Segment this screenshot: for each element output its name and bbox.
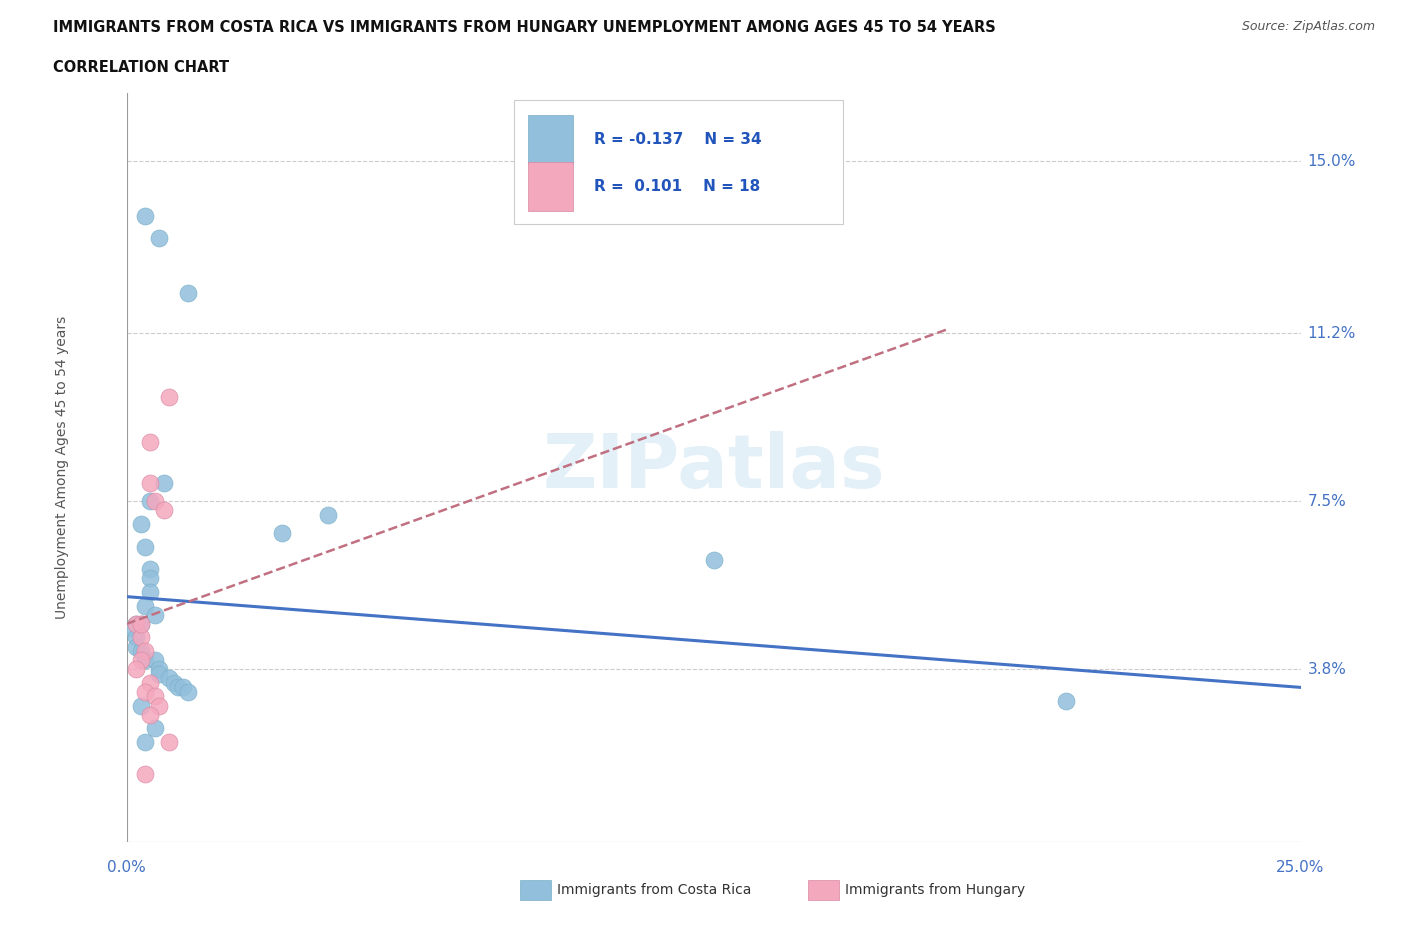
Point [702,553,725,568]
Point [139,585,162,600]
Text: IMMIGRANTS FROM COSTA RICA VS IMMIGRANTS FROM HUNGARY UNEMPLOYMENT AMONG AGES 45: IMMIGRANTS FROM COSTA RICA VS IMMIGRANTS… [53,20,997,35]
Point [157,735,180,750]
Text: Immigrants from Costa Rica: Immigrants from Costa Rica [557,883,751,897]
Text: 11.2%: 11.2% [1308,326,1355,341]
Point [120,621,142,636]
Text: 0.0%: 0.0% [107,860,146,875]
Text: R =  0.101    N = 18: R = 0.101 N = 18 [593,179,761,193]
Point [139,562,162,577]
Point [134,735,156,750]
Point [148,231,170,246]
Point [134,766,156,781]
Point [134,539,156,554]
Point [153,476,176,491]
Point [148,666,170,681]
Text: 7.5%: 7.5% [1308,494,1347,509]
Text: 25.0%: 25.0% [1277,860,1324,875]
Point [125,639,148,654]
Point [134,598,156,613]
Text: Unemployment Among Ages 45 to 54 years: Unemployment Among Ages 45 to 54 years [55,315,69,619]
Point [125,662,148,677]
Point [162,675,184,690]
Point [143,607,166,622]
Point [125,617,148,631]
Point [129,653,152,668]
Text: 15.0%: 15.0% [1308,153,1355,168]
Point [139,494,162,509]
Point [139,675,162,690]
Point [176,286,198,300]
Point [125,630,148,644]
Point [143,689,166,704]
Point [129,617,152,631]
Point [167,680,190,695]
Point [129,698,152,713]
Text: ZIPatlas: ZIPatlas [543,431,884,504]
Point [139,571,162,586]
FancyBboxPatch shape [529,115,572,164]
Text: Source: ZipAtlas.com: Source: ZipAtlas.com [1241,20,1375,33]
Point [129,630,152,644]
Point [270,525,292,540]
Point [172,680,194,695]
Point [148,662,170,677]
Point [134,653,156,668]
Point [139,476,162,491]
Point [139,435,162,450]
Point [157,390,180,405]
Point [125,617,148,631]
Point [134,208,156,223]
Point [148,698,170,713]
Point [143,494,166,509]
Point [134,684,156,699]
Text: Immigrants from Hungary: Immigrants from Hungary [845,883,1025,897]
Text: 3.8%: 3.8% [1308,662,1347,677]
Point [143,653,166,668]
Point [129,617,152,631]
Point [134,644,156,658]
Point [129,644,152,658]
Point [153,503,176,518]
Point [176,684,198,699]
FancyBboxPatch shape [515,100,842,224]
Text: CORRELATION CHART: CORRELATION CHART [53,60,229,75]
Point [129,516,152,531]
Point [157,671,180,685]
FancyBboxPatch shape [529,162,572,210]
Point [139,707,162,722]
Point [143,721,166,736]
Point [1054,694,1077,709]
Text: R = -0.137    N = 34: R = -0.137 N = 34 [593,132,762,147]
Point [318,508,340,523]
